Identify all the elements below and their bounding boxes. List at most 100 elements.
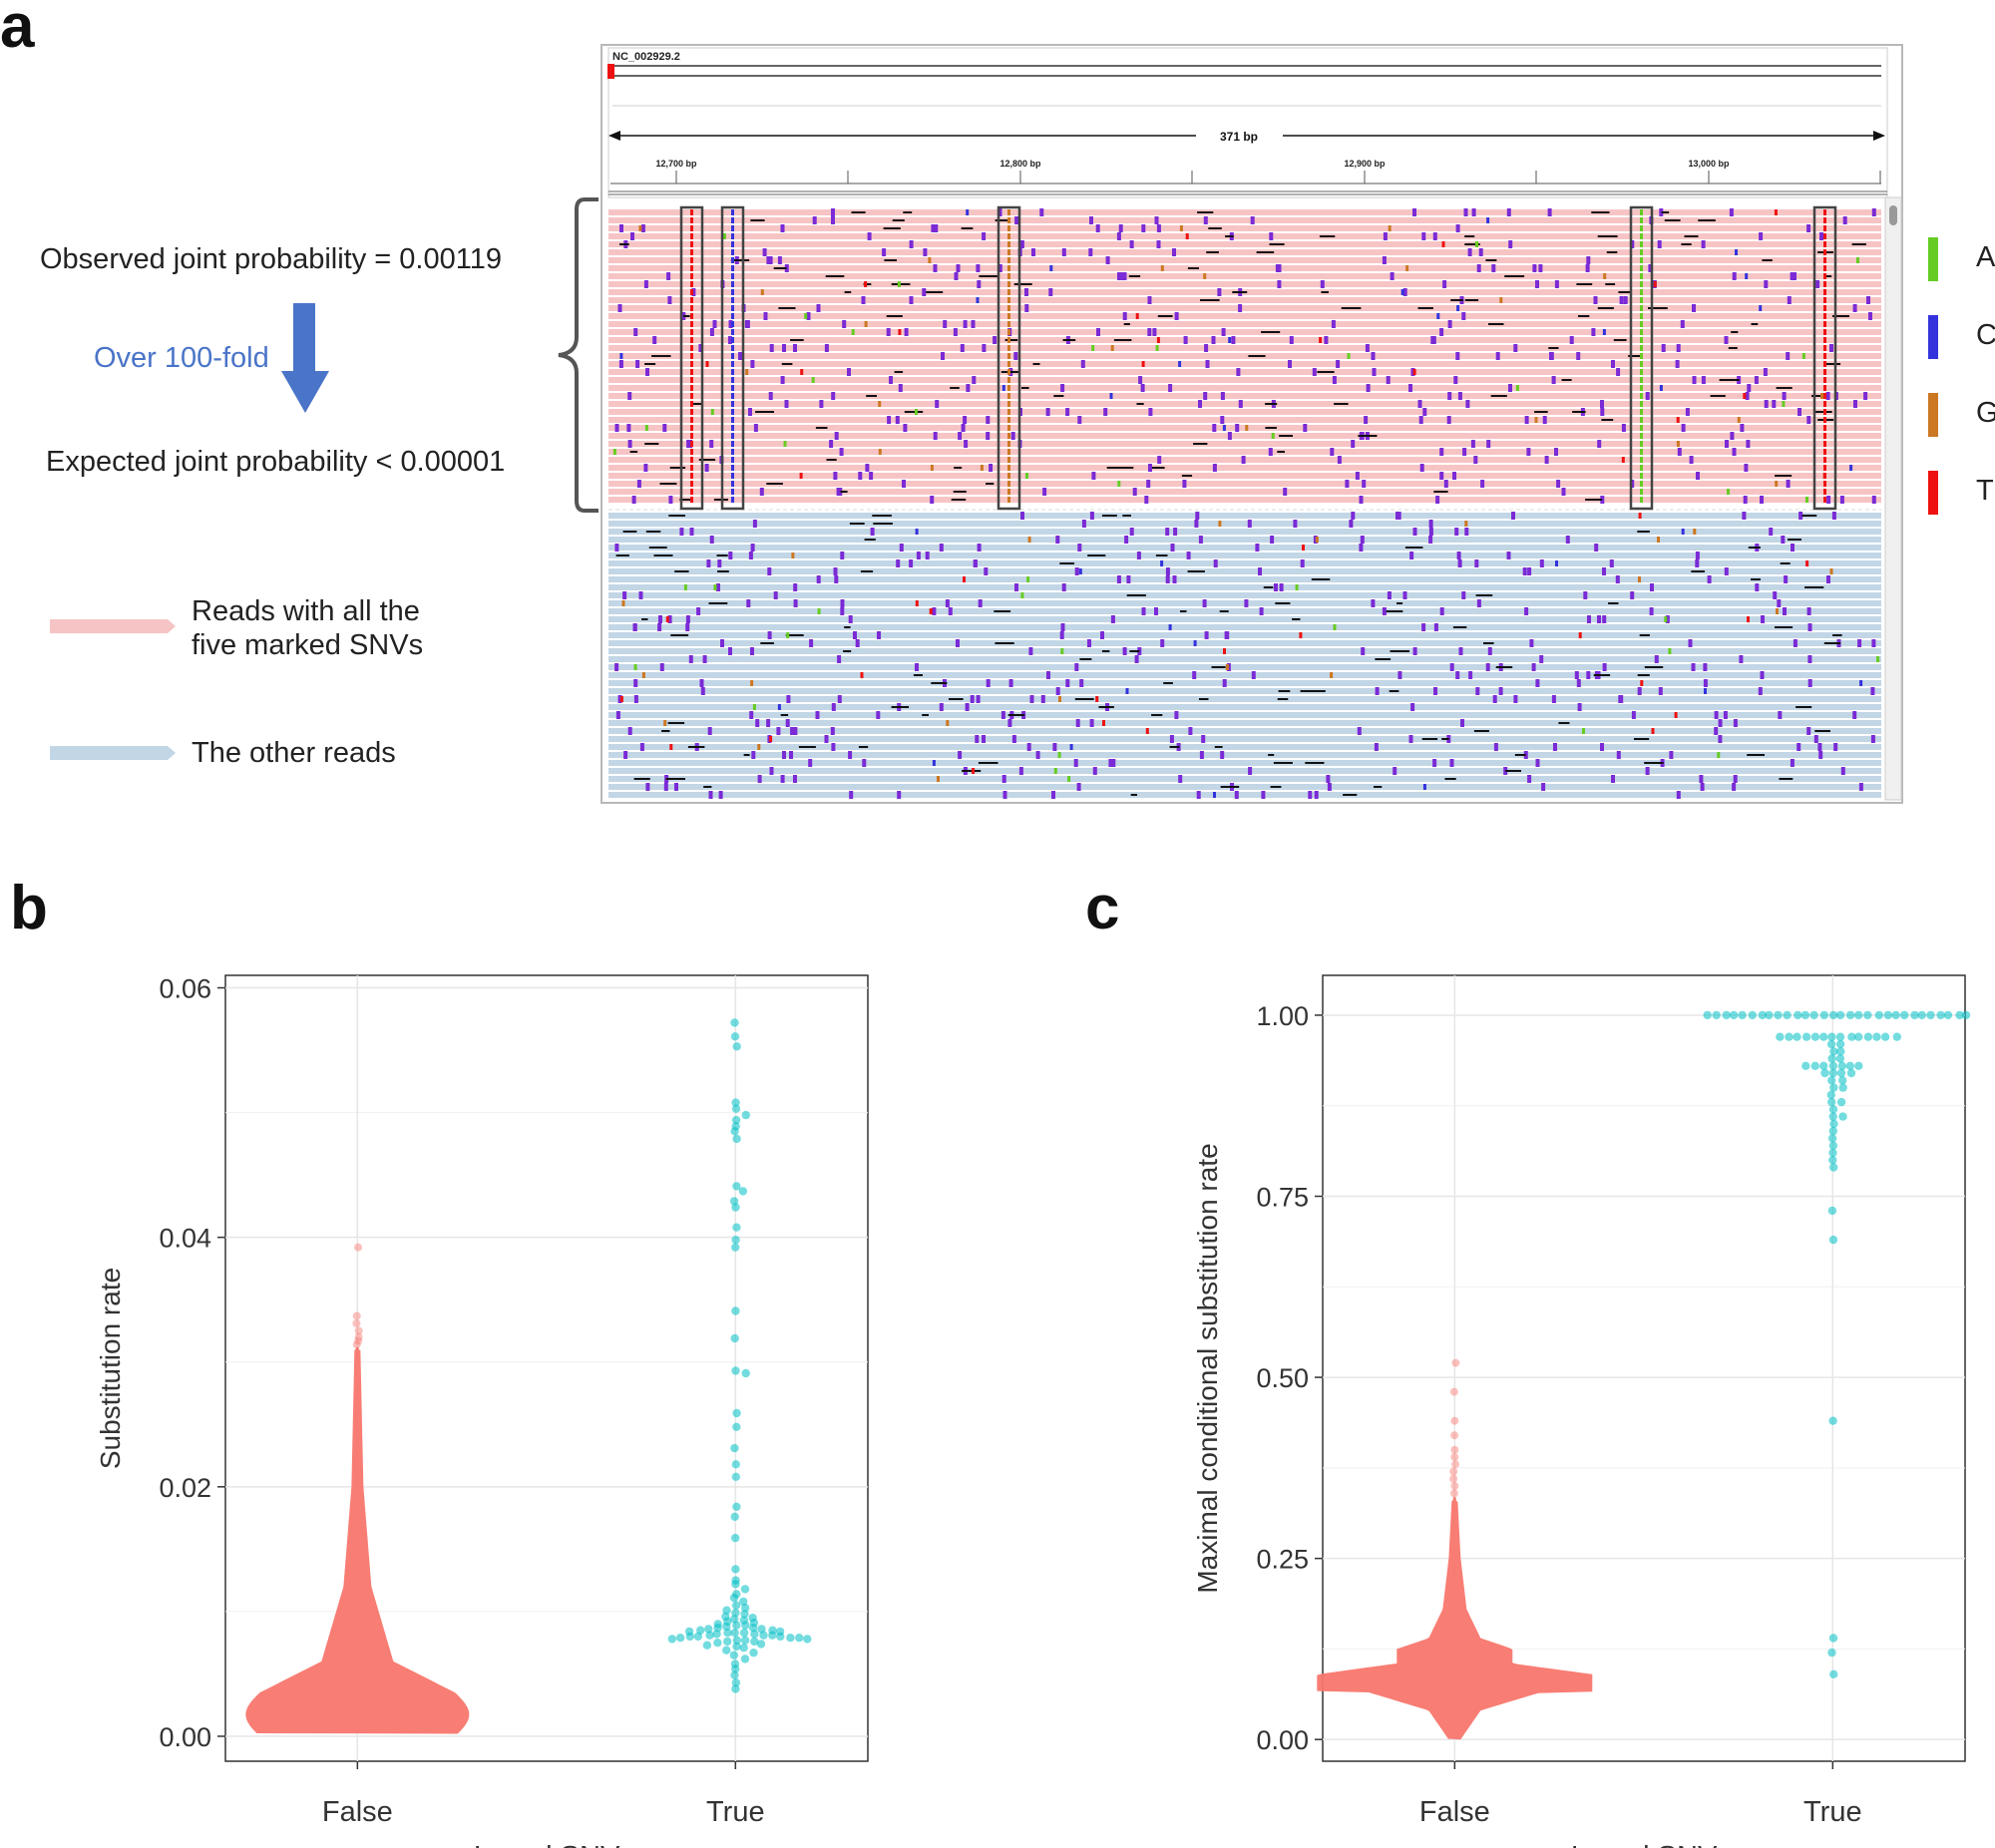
snv-base — [1640, 233, 1643, 239]
deletion-mark — [674, 570, 689, 572]
insertion-mark — [1806, 224, 1811, 232]
deletion-mark — [633, 778, 650, 780]
insertion-mark — [763, 312, 768, 320]
data-point-true — [1845, 1061, 1854, 1070]
insertion-mark — [1269, 232, 1274, 240]
snv-base — [1640, 433, 1643, 439]
data-point-true — [1826, 1090, 1835, 1099]
mismatch-mark — [745, 369, 749, 375]
insertion-mark — [862, 759, 867, 767]
blue-read — [608, 553, 1881, 558]
insertion-mark — [1000, 711, 1005, 719]
insertion-mark — [1594, 544, 1599, 552]
pink-read — [608, 481, 1881, 487]
deletion-mark — [1087, 554, 1106, 556]
insertion-mark — [1168, 384, 1173, 392]
data-point-true — [756, 1640, 766, 1649]
snv-base — [690, 361, 693, 367]
insertion-mark — [667, 296, 672, 304]
insertion-mark — [840, 599, 845, 607]
insertion-mark — [1486, 440, 1491, 448]
snv-base — [690, 449, 693, 455]
igv-scrollbar-thumb[interactable] — [1889, 205, 1897, 225]
data-point-true — [1828, 1148, 1837, 1158]
insertion-mark — [617, 695, 622, 703]
snv-base — [731, 289, 734, 295]
insertion-mark — [1080, 360, 1085, 368]
blue-read — [608, 752, 1881, 758]
insertion-mark — [1408, 735, 1413, 743]
pink-read-label-line1: Reads with all the — [192, 595, 420, 627]
deletion-mark — [951, 499, 967, 501]
data-point-true — [732, 1408, 741, 1418]
insertion-mark — [744, 320, 749, 328]
snv-base — [1640, 393, 1643, 399]
mismatch-mark — [1001, 385, 1005, 391]
mismatch-mark — [1185, 233, 1189, 239]
data-point-true — [1828, 1061, 1838, 1070]
snv-base — [1640, 321, 1643, 327]
deletion-mark — [1576, 283, 1593, 285]
insertion-mark — [1669, 751, 1674, 759]
snv-base — [1640, 345, 1643, 351]
snv-base — [1823, 401, 1826, 407]
snv-base — [1823, 321, 1826, 327]
mismatch-mark — [851, 329, 855, 335]
insertion-mark — [784, 264, 789, 272]
insertion-mark — [1386, 376, 1391, 384]
insertion-mark — [1244, 599, 1249, 607]
insertion-mark — [1421, 232, 1426, 240]
mismatch-mark — [1638, 576, 1641, 582]
insertion-mark — [1476, 264, 1481, 272]
insertion-mark — [1390, 272, 1395, 280]
data-point-true — [1835, 1010, 1845, 1020]
insertion-mark — [691, 288, 696, 296]
insertion-mark — [1645, 767, 1650, 775]
insertion-mark — [1703, 663, 1708, 671]
insertion-mark — [1763, 368, 1768, 376]
deletion-mark — [1648, 307, 1668, 309]
insertion-mark — [1122, 272, 1127, 280]
insertion-mark — [1587, 615, 1591, 623]
blue-read — [608, 728, 1881, 734]
mismatch-mark — [1225, 664, 1229, 670]
data-point-true — [1801, 1032, 1811, 1041]
deletion-mark — [884, 259, 897, 261]
data-point-true — [1828, 1416, 1837, 1425]
insertion-mark — [1725, 440, 1729, 448]
insertion-mark — [1428, 520, 1433, 528]
igv-scrollbar[interactable] — [1884, 196, 1902, 801]
insertion-mark — [709, 440, 714, 448]
data-point-true — [730, 1629, 739, 1638]
insertion-mark — [638, 591, 643, 599]
insertion-mark — [786, 695, 791, 703]
insertion-mark — [1231, 336, 1236, 344]
insertion-mark — [643, 464, 648, 472]
snv-base — [731, 321, 734, 327]
insertion-mark — [1396, 512, 1399, 520]
insertion-mark — [1600, 496, 1605, 504]
deletion-mark — [1505, 770, 1521, 772]
insertion-mark — [1147, 328, 1152, 336]
snv-base — [1640, 257, 1643, 263]
data-point-false — [1449, 1474, 1458, 1483]
insertion-mark — [1654, 655, 1659, 663]
data-point-true — [731, 1472, 740, 1481]
data-point-false — [1450, 1482, 1459, 1490]
snv-base — [1640, 249, 1643, 255]
snv-base — [1640, 289, 1643, 295]
tick-12800: 12,800 bp — [999, 159, 1041, 169]
insertion-mark — [1061, 583, 1066, 591]
insertion-mark — [982, 232, 987, 240]
snv-base — [690, 457, 693, 463]
insertion-mark — [1871, 639, 1876, 647]
insertion-mark — [1791, 544, 1795, 552]
snv-base — [1823, 217, 1826, 223]
insertion-mark — [1714, 727, 1719, 735]
insertion-mark — [970, 695, 975, 703]
snv-base — [731, 457, 734, 463]
snv-base — [1640, 217, 1643, 223]
snv-base — [731, 393, 734, 399]
insertion-mark — [932, 607, 937, 615]
insertion-mark — [1742, 512, 1747, 520]
